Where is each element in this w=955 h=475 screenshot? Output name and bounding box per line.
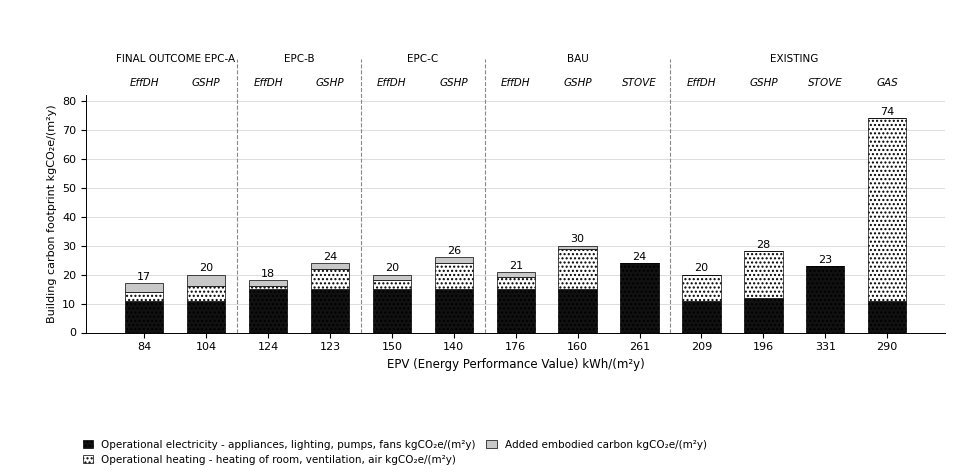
Bar <box>187 301 225 332</box>
Text: EffDH: EffDH <box>253 78 283 88</box>
Bar <box>372 275 411 280</box>
Bar <box>497 277 535 289</box>
Text: 18: 18 <box>261 269 275 279</box>
Bar <box>249 280 287 286</box>
Text: STOVE: STOVE <box>808 78 842 88</box>
Text: 20: 20 <box>199 264 213 274</box>
Bar <box>310 263 350 269</box>
Bar <box>806 266 844 332</box>
Bar <box>497 289 535 332</box>
Text: 74: 74 <box>881 107 894 117</box>
Bar <box>497 272 535 277</box>
Legend: Operational electricity - appliances, lighting, pumps, fans kgCO₂e/(m²y), Operat: Operational electricity - appliances, li… <box>82 440 707 465</box>
Bar <box>868 118 906 301</box>
Bar <box>682 301 721 332</box>
X-axis label: EPV (Energy Performance Value) kWh/(m²y): EPV (Energy Performance Value) kWh/(m²y) <box>387 358 645 371</box>
Text: EffDH: EffDH <box>501 78 530 88</box>
Bar <box>187 286 225 301</box>
Text: BAU: BAU <box>566 54 588 64</box>
Bar <box>435 257 473 263</box>
Text: EffDH: EffDH <box>130 78 159 88</box>
Bar <box>125 292 163 301</box>
Bar <box>435 289 473 332</box>
Bar <box>372 280 411 289</box>
Text: 30: 30 <box>571 235 584 245</box>
Text: GSHP: GSHP <box>749 78 777 88</box>
Y-axis label: Building carbon footprint kgCO₂e/(m²y): Building carbon footprint kgCO₂e/(m²y) <box>47 104 56 323</box>
Bar <box>310 289 350 332</box>
Text: EffDH: EffDH <box>377 78 407 88</box>
Text: 26: 26 <box>447 246 461 256</box>
Bar <box>559 289 597 332</box>
Text: 20: 20 <box>385 264 399 274</box>
Bar <box>559 246 597 248</box>
Text: GSHP: GSHP <box>563 78 592 88</box>
Text: GSHP: GSHP <box>439 78 468 88</box>
Text: 24: 24 <box>632 252 647 262</box>
Bar <box>744 298 782 332</box>
Text: EffDH: EffDH <box>687 78 716 88</box>
Bar <box>310 269 350 289</box>
Text: EXISTING: EXISTING <box>770 54 818 64</box>
Text: 28: 28 <box>756 240 771 250</box>
Text: GSHP: GSHP <box>316 78 344 88</box>
Bar <box>125 301 163 332</box>
Text: GSHP: GSHP <box>192 78 221 88</box>
Bar <box>435 263 473 289</box>
Bar <box>621 263 659 332</box>
Text: 20: 20 <box>694 264 709 274</box>
Bar <box>187 275 225 286</box>
Bar <box>559 248 597 289</box>
Bar <box>125 283 163 292</box>
Text: STOVE: STOVE <box>622 78 657 88</box>
Text: EPC-B: EPC-B <box>284 54 314 64</box>
Bar <box>249 289 287 332</box>
Text: FINAL OUTCOME EPC-A: FINAL OUTCOME EPC-A <box>116 54 235 64</box>
Bar <box>868 301 906 332</box>
Text: 23: 23 <box>818 255 833 265</box>
Bar <box>249 286 287 289</box>
Bar <box>682 275 721 301</box>
Text: 17: 17 <box>138 272 151 282</box>
Text: GAS: GAS <box>877 78 898 88</box>
Bar <box>372 289 411 332</box>
Text: 21: 21 <box>509 260 522 271</box>
Bar <box>744 251 782 298</box>
Text: 24: 24 <box>323 252 337 262</box>
Text: EPC-C: EPC-C <box>407 54 438 64</box>
